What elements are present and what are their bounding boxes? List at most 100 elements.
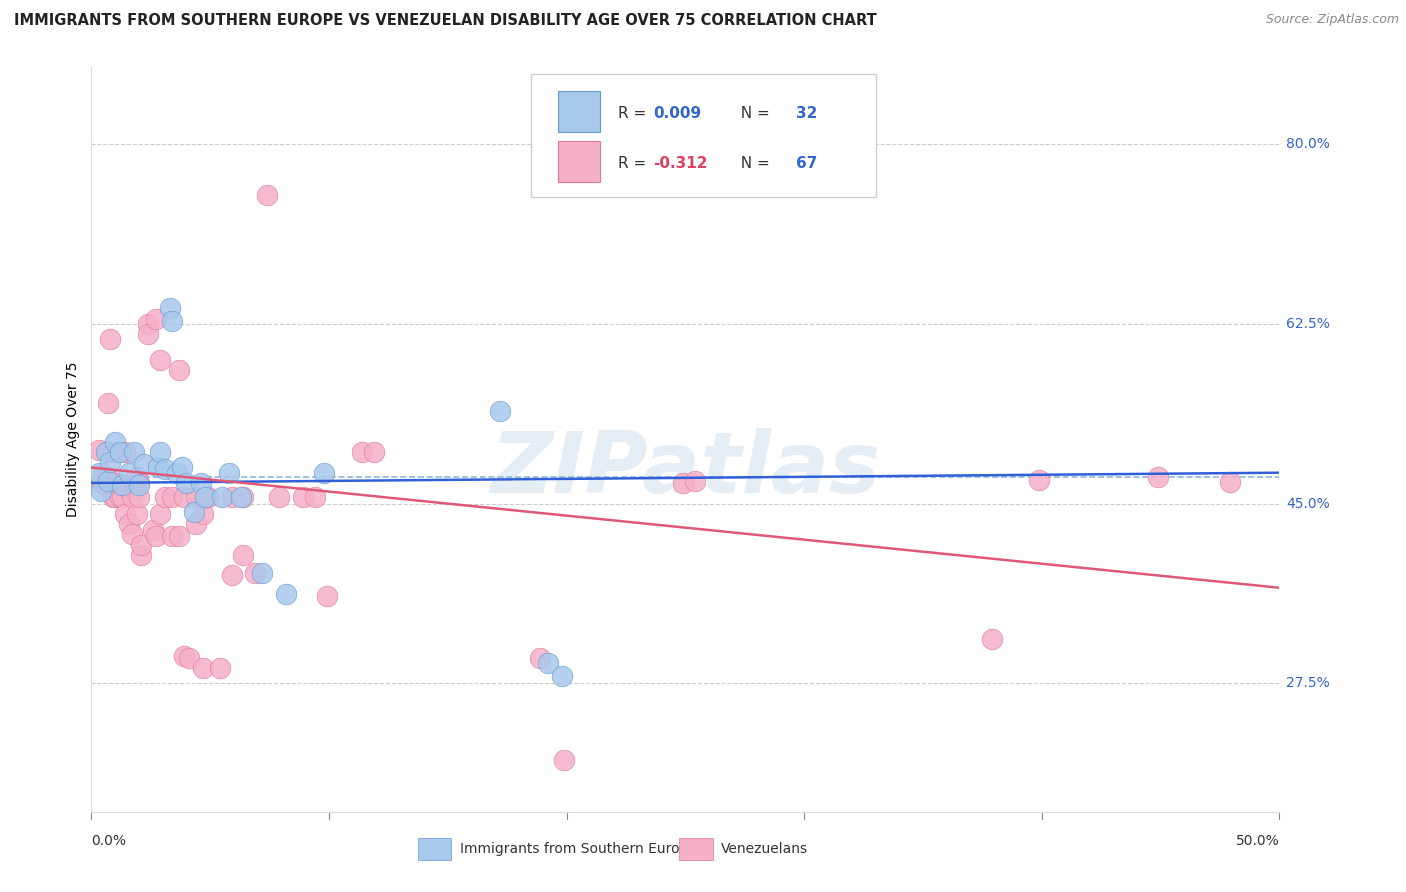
- Point: [91, 466, 114, 480]
- Point: [97, 474, 120, 488]
- Point: [529, 650, 551, 665]
- Point: [111, 478, 134, 492]
- Point: [107, 475, 129, 490]
- Point: [121, 491, 143, 505]
- Y-axis label: Disability Age Over 75: Disability Age Over 75: [66, 361, 80, 517]
- Point: [245, 566, 267, 581]
- Point: [114, 507, 136, 521]
- Text: ZIPatlas: ZIPatlas: [491, 427, 880, 510]
- Point: [125, 470, 148, 484]
- Point: [90, 475, 112, 490]
- Point: [115, 480, 138, 494]
- Point: [129, 548, 152, 562]
- FancyBboxPatch shape: [558, 92, 600, 132]
- Point: [304, 491, 326, 505]
- Point: [90, 484, 112, 499]
- Point: [94, 445, 117, 459]
- Point: [101, 491, 124, 505]
- Point: [183, 505, 205, 519]
- Point: [672, 475, 695, 490]
- FancyBboxPatch shape: [531, 74, 876, 197]
- Point: [269, 491, 291, 505]
- Point: [129, 538, 152, 552]
- Point: [128, 475, 150, 490]
- Point: [314, 466, 336, 480]
- Point: [489, 404, 512, 418]
- Point: [149, 445, 172, 459]
- Point: [291, 491, 314, 505]
- Point: [108, 445, 131, 459]
- Point: [145, 529, 167, 543]
- Point: [108, 491, 131, 505]
- Point: [1147, 470, 1170, 484]
- Point: [142, 523, 165, 537]
- Point: [149, 507, 172, 521]
- Text: 67: 67: [796, 156, 817, 171]
- Point: [194, 491, 217, 505]
- Point: [232, 491, 254, 505]
- Point: [121, 527, 143, 541]
- Point: [211, 491, 233, 505]
- Point: [169, 529, 191, 543]
- Point: [229, 491, 252, 505]
- Point: [184, 517, 207, 532]
- Point: [177, 650, 200, 665]
- Point: [190, 475, 212, 490]
- Point: [169, 363, 191, 377]
- Point: [146, 459, 169, 474]
- Point: [97, 470, 120, 484]
- Point: [232, 548, 254, 562]
- Text: IMMIGRANTS FROM SOUTHERN EUROPE VS VENEZUELAN DISABILITY AGE OVER 75 CORRELATION: IMMIGRANTS FROM SOUTHERN EUROPE VS VENEZ…: [14, 13, 877, 29]
- Point: [104, 491, 127, 505]
- Text: 50.0%: 50.0%: [1236, 834, 1279, 848]
- Text: N =: N =: [731, 106, 775, 121]
- Point: [1028, 473, 1050, 487]
- Point: [981, 632, 1004, 647]
- Point: [111, 491, 134, 505]
- Point: [221, 491, 243, 505]
- Point: [184, 491, 207, 505]
- Point: [97, 445, 120, 459]
- Point: [191, 507, 214, 521]
- Point: [128, 478, 150, 492]
- Point: [683, 474, 706, 488]
- Point: [122, 445, 145, 459]
- Point: [208, 661, 231, 675]
- Point: [1219, 475, 1241, 489]
- Point: [256, 188, 278, 202]
- Point: [159, 301, 181, 316]
- Text: R =: R =: [617, 156, 651, 171]
- Point: [191, 661, 214, 675]
- FancyBboxPatch shape: [679, 838, 713, 860]
- Text: 80.0%: 80.0%: [1286, 137, 1330, 151]
- Point: [197, 491, 219, 505]
- Text: 62.5%: 62.5%: [1286, 317, 1330, 331]
- Text: Venezuelans: Venezuelans: [721, 842, 808, 856]
- Text: N =: N =: [731, 156, 775, 171]
- Point: [138, 326, 160, 341]
- Point: [553, 753, 575, 767]
- Point: [149, 352, 172, 367]
- Point: [145, 311, 167, 326]
- Point: [128, 491, 150, 505]
- Text: Immigrants from Southern Europe: Immigrants from Southern Europe: [460, 842, 697, 856]
- Point: [125, 507, 148, 521]
- Point: [104, 434, 127, 449]
- Point: [252, 566, 274, 581]
- Point: [160, 491, 183, 505]
- Point: [132, 458, 155, 472]
- Text: 32: 32: [796, 106, 817, 121]
- Point: [173, 491, 195, 505]
- Point: [100, 455, 122, 469]
- Text: 0.009: 0.009: [654, 106, 702, 121]
- Point: [352, 445, 374, 459]
- Text: 0.0%: 0.0%: [91, 834, 127, 848]
- Text: 45.0%: 45.0%: [1286, 497, 1330, 510]
- Point: [114, 445, 136, 459]
- Point: [160, 313, 183, 327]
- Point: [551, 669, 574, 683]
- Point: [160, 529, 183, 543]
- Point: [173, 648, 195, 663]
- Point: [97, 396, 120, 410]
- Point: [218, 466, 240, 480]
